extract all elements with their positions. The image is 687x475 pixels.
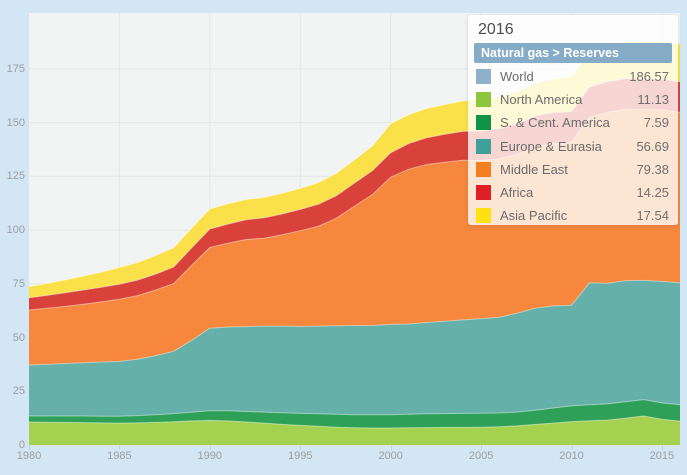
x-axis-label: 1995 — [288, 450, 313, 462]
legend-label: Africa — [500, 185, 534, 201]
legend-label: North America — [500, 92, 583, 108]
x-axis-label: 1990 — [197, 450, 223, 462]
x-axis-tick — [29, 445, 30, 450]
tooltip-legend-row: Europe & Eurasia 56.69 — [468, 135, 678, 158]
legend-value: 17.54 — [636, 208, 669, 224]
legend-label: Asia Pacific — [500, 208, 568, 224]
x-axis-tick — [661, 445, 663, 450]
tooltip-legend-row: Africa 14.25 — [468, 181, 678, 204]
legend-swatch — [476, 161, 491, 177]
legend-swatch — [476, 69, 491, 85]
legend-label: Europe & Eurasia — [500, 138, 602, 154]
area-europe-eurasia — [29, 280, 680, 445]
tooltip-legend-row: North America 11.13 — [468, 88, 678, 111]
x-axis-label: 2005 — [468, 450, 494, 462]
y-axis-label: 25 — [12, 385, 25, 398]
y-axis-label: 100 — [6, 224, 25, 237]
legend-value: 7.59 — [643, 115, 669, 131]
tooltip-legend-row: Asia Pacific 17.54 — [468, 204, 678, 227]
legend-swatch — [476, 208, 491, 224]
x-axis-tick — [300, 445, 302, 450]
x-axis-tick — [571, 445, 573, 450]
legend-value: 186.57 — [629, 69, 669, 85]
legend-value: 14.25 — [636, 185, 669, 201]
legend-swatch — [476, 138, 491, 154]
hover-tooltip: 2016 Natural gas > Reserves World 186.57 N… — [468, 15, 678, 225]
x-axis-tick — [119, 445, 121, 450]
x-axis-tick — [481, 445, 483, 450]
area-north-america — [29, 416, 680, 445]
tooltip-legend-row: S. & Cent. America 7.59 — [468, 111, 678, 134]
legend-label: S. & Cent. America — [500, 115, 610, 131]
legend-swatch — [476, 92, 491, 108]
legend-value: 11.13 — [637, 92, 669, 108]
legend-label: World — [500, 69, 534, 85]
tooltip-legend-row: World 186.57 — [468, 65, 678, 88]
x-axis-label: 1985 — [107, 450, 132, 462]
legend-swatch — [476, 115, 491, 131]
x-axis-tick — [390, 445, 392, 450]
x-axis-label: 2010 — [559, 450, 584, 462]
y-axis-label: 75 — [12, 277, 25, 290]
tooltip-year: 2016 — [478, 21, 514, 38]
legend-value: 56.69 — [636, 138, 669, 154]
x-axis-label: 2015 — [649, 450, 675, 462]
tooltip-legend: World 186.57 North America 11.13 S. & Cent. … — [468, 65, 678, 227]
x-axis-label: 2000 — [378, 450, 403, 462]
y-axis-label: 175 — [6, 62, 25, 75]
legend-swatch — [476, 185, 491, 201]
y-axis-label: 125 — [6, 170, 25, 183]
tooltip-indicator-header: Natural gas > Reserves — [474, 43, 672, 63]
x-axis-tick — [209, 445, 211, 450]
y-axis-label: 50 — [12, 331, 25, 344]
tooltip-legend-row: Middle East 79.38 — [468, 158, 678, 181]
legend-label: Middle East — [500, 161, 568, 177]
y-axis-label: 0 — [18, 439, 25, 451]
x-axis-label: 1980 — [16, 450, 42, 462]
legend-value: 79.38 — [636, 161, 669, 177]
y-axis-label: 150 — [6, 116, 25, 129]
